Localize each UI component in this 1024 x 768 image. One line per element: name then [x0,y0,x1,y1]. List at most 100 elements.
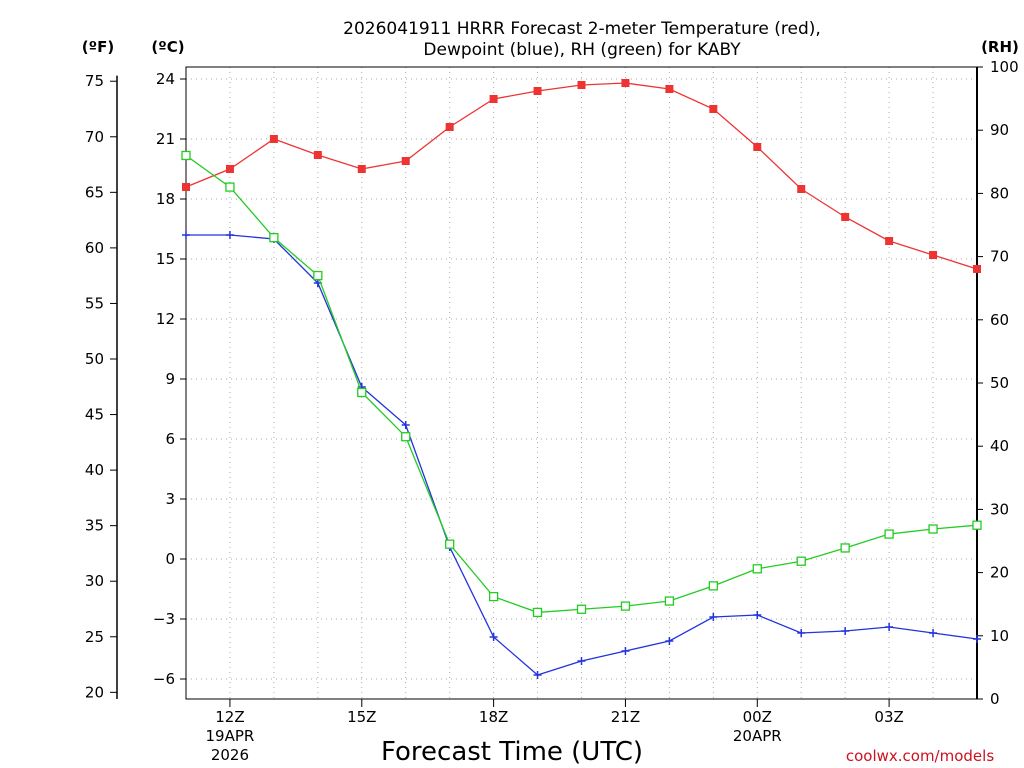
fahrenheit-tick-label: 20 [85,683,104,701]
rh-point [708,581,718,591]
dewpoint-point [929,629,938,637]
dewpoint-point [665,637,674,645]
rh-point [357,387,367,398]
rh-point [972,520,982,530]
fahrenheit-tick-label: 45 [85,406,104,424]
temperature-point [225,165,234,173]
x-tick-label: 18Z [479,708,508,726]
celsius-tick-label: 12 [156,310,175,328]
rh-tick-label: 60 [990,311,1009,329]
dewpoint-point [885,623,894,631]
rh-tick-label: 10 [990,627,1009,645]
temperature-point [885,237,894,245]
celsius-tick-label: 18 [156,190,175,208]
dewpoint-point [841,627,850,635]
temperature-point [357,165,366,173]
dewpoint-point [577,657,586,665]
temperature-point [182,183,190,191]
dewpoint-point [797,629,806,637]
temperature-point [753,143,762,151]
temperature-point [973,265,981,273]
temperature-point [401,157,410,165]
dewpoint-point [621,647,630,655]
temperature-point [929,251,938,259]
dewpoint-point [709,613,718,621]
celsius-tick-label: 0 [165,550,175,568]
fahrenheit-tick-label: 60 [85,239,104,257]
fahrenheit-tick-label: 30 [85,572,104,590]
temperature-point [621,79,630,87]
fahrenheit-tick-label: 35 [85,517,104,535]
fahrenheit-unit-label: (ºF) [82,38,114,56]
rh-tick-label: 90 [990,121,1009,139]
celsius-unit-label: (ºC) [151,38,184,56]
temperature-point [533,87,542,95]
dewpoint-point [401,421,410,429]
temperature-point [577,81,586,89]
x-tick-label: 21Z [611,708,640,726]
rh-point [796,556,806,566]
temperature-point [841,213,850,221]
celsius-tick-label: 9 [165,370,175,388]
chart-title-line2: Dewpoint (blue), RH (green) for KABY [423,40,741,60]
x-tick-year: 2026 [211,746,249,764]
rh-point [225,182,235,192]
x-tick-label: 03Z [874,708,903,726]
rh-tick-label: 40 [990,437,1009,455]
credit-link[interactable]: coolwx.com/models [846,747,994,765]
rh-point [664,596,675,606]
rh-point [752,564,762,574]
rh-point [620,601,631,611]
rh-point [840,543,850,553]
x-axis-label: Forecast Time (UTC) [381,737,643,767]
rh-point [269,232,279,243]
dewpoint-point [182,231,190,239]
fahrenheit-tick-label: 55 [85,294,104,312]
fahrenheit-tick-label: 70 [85,128,104,146]
rh-unit-label: (RH) [981,38,1019,56]
rh-tick-label: 50 [990,374,1009,392]
dewpoint-point [225,231,234,239]
rh-point [313,270,323,281]
fahrenheit-tick-label: 40 [85,461,104,479]
rh-point [532,607,543,618]
x-tick-date: 20APR [733,727,782,745]
temperature-point [709,105,718,113]
dewpoint-point [533,671,542,679]
temperature-point [489,95,498,103]
fahrenheit-tick-label: 25 [85,628,104,646]
rh-point [928,524,938,534]
fahrenheit-tick-label: 50 [85,350,104,368]
rh-point [445,539,455,549]
rh-tick-label: 0 [990,690,1000,708]
x-tick-date: 19APR [206,727,255,745]
fahrenheit-tick-label: 65 [85,183,104,201]
data-series [181,79,982,679]
rh-tick-label: 80 [990,184,1009,202]
rh-point [576,604,587,614]
celsius-tick-label: 6 [165,430,175,448]
temperature-line [185,82,978,270]
dewpoint-point [753,611,762,619]
celsius-tick-label: 21 [156,130,175,148]
chart-title-line1: 2026041911 HRRR Forecast 2-meter Tempera… [343,19,821,39]
rh-point [884,529,894,539]
rh-tick-label: 20 [990,564,1009,582]
rh-tick-label: 70 [990,248,1009,266]
celsius-tick-label: 24 [156,70,175,88]
rh-tick-label: 30 [990,500,1009,518]
axes: 75706560555045403530252024211815129630−3… [85,58,1019,764]
rh-point [488,591,499,602]
x-tick-label: 00Z [743,708,772,726]
celsius-tick-label: −6 [153,670,175,688]
celsius-tick-label: −3 [153,610,175,628]
rh-point [181,150,191,161]
temperature-point [797,185,806,193]
temperature-point [269,135,278,143]
dewpoint-point [489,633,498,641]
celsius-tick-label: 15 [156,250,175,268]
temperature-point [445,123,454,131]
temperature-point [313,151,322,159]
x-tick-label: 12Z [215,708,244,726]
